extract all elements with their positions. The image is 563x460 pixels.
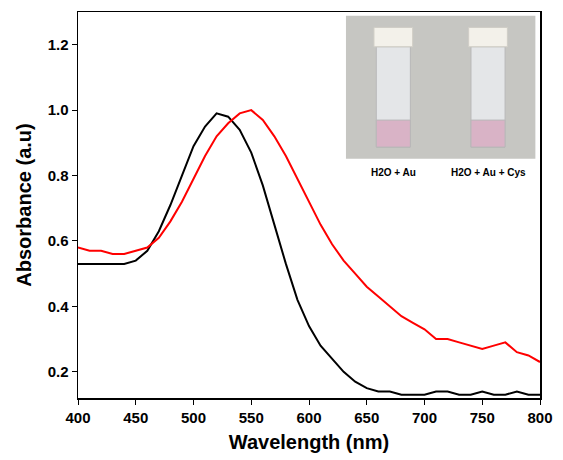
- svg-text:650: 650: [354, 409, 379, 426]
- svg-text:0.6: 0.6: [48, 232, 69, 249]
- svg-text:800: 800: [527, 409, 552, 426]
- svg-text:1.2: 1.2: [48, 36, 69, 53]
- svg-text:H2O + Au: H2O + Au: [371, 167, 416, 178]
- svg-text:700: 700: [412, 409, 437, 426]
- svg-text:1.0: 1.0: [48, 101, 69, 118]
- svg-text:0.2: 0.2: [48, 363, 69, 380]
- svg-text:600: 600: [296, 409, 321, 426]
- svg-text:Wavelength (nm): Wavelength (nm): [229, 431, 389, 453]
- svg-text:0.8: 0.8: [48, 167, 69, 184]
- svg-text:750: 750: [470, 409, 495, 426]
- svg-text:Absorbance (a.u): Absorbance (a.u): [13, 123, 35, 286]
- svg-text:400: 400: [65, 409, 90, 426]
- svg-text:H2O + Au + Cys: H2O + Au + Cys: [451, 167, 526, 178]
- svg-text:550: 550: [239, 409, 264, 426]
- svg-text:450: 450: [123, 409, 148, 426]
- svg-text:500: 500: [181, 409, 206, 426]
- svg-text:0.4: 0.4: [48, 298, 70, 315]
